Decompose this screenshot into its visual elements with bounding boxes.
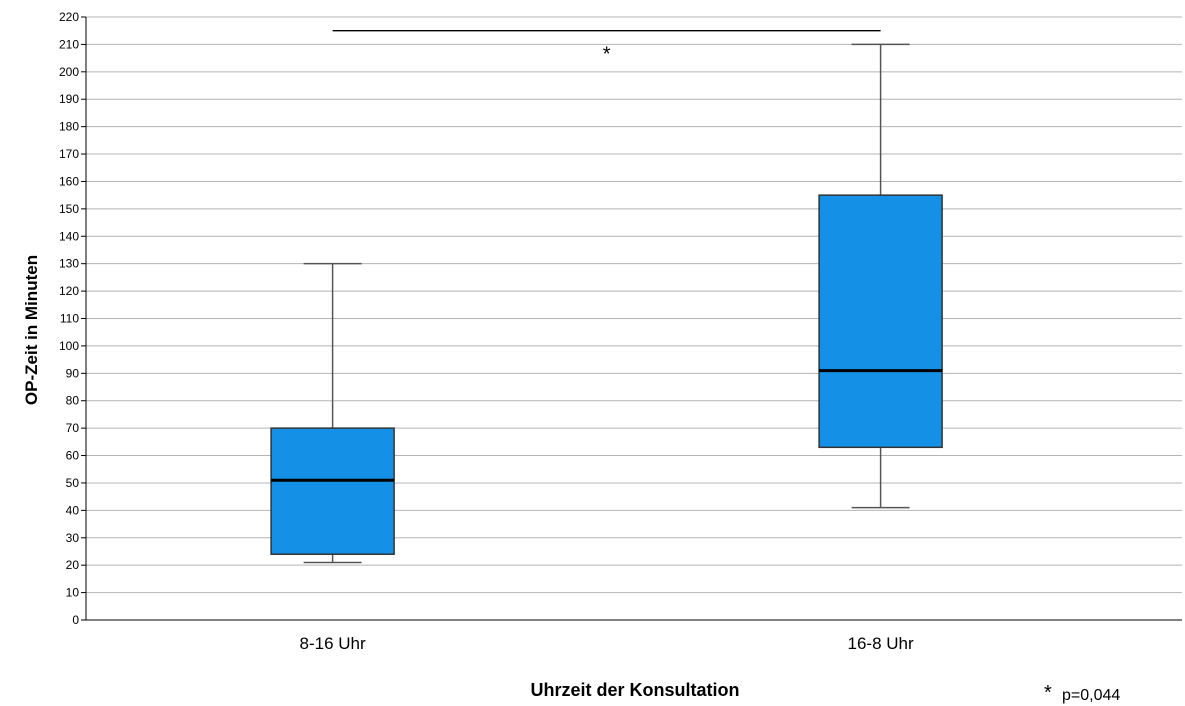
y-tick-label-100: 100 — [59, 339, 79, 353]
y-tick-label-30: 30 — [66, 531, 80, 545]
y-tick-label-130: 130 — [59, 257, 79, 271]
y-tick-label-70: 70 — [66, 421, 80, 435]
note-text: p=0,044 — [1062, 687, 1120, 704]
y-tick-label-190: 190 — [59, 92, 79, 106]
y-tick-label-0: 0 — [72, 613, 79, 627]
box-2-iqr — [818, 194, 943, 449]
y-tick-label-150: 150 — [59, 202, 79, 216]
significance-star: * — [603, 44, 611, 66]
grid-lines — [86, 16, 1182, 594]
y-tick-label-10: 10 — [66, 586, 80, 600]
boxes — [270, 43, 943, 564]
y-tick-label-140: 140 — [59, 229, 79, 243]
axes — [85, 17, 1182, 621]
y-tick-label-110: 110 — [60, 312, 79, 326]
y-tick-label-160: 160 — [59, 174, 79, 188]
y-tick-label-120: 120 — [59, 284, 79, 298]
y-tick-label-90: 90 — [66, 366, 80, 380]
significance-bracket: * — [332, 30, 881, 66]
y-tick-label-80: 80 — [66, 394, 80, 408]
y-tick-label-20: 20 — [66, 558, 80, 572]
y-tick-label-200: 200 — [59, 65, 79, 79]
y-tick-label-40: 40 — [66, 503, 80, 517]
box-1-iqr — [270, 427, 395, 555]
category-label-2: 16-8 Uhr — [848, 634, 914, 653]
y-tick-label-170: 170 — [59, 147, 79, 161]
y-tick-label-210: 210 — [59, 37, 79, 51]
y-axis-label: OP-Zeit in Minuten — [22, 255, 41, 405]
y-tick-label-220: 220 — [59, 10, 79, 24]
x-axis-categories: 8-16 Uhr 16-8 Uhr — [300, 634, 914, 653]
x-axis-label: Uhrzeit der Konsultation — [530, 680, 739, 700]
note-marker: * — [1044, 682, 1052, 704]
category-label-1: 8-16 Uhr — [300, 634, 366, 653]
y-tick-label-60: 60 — [66, 449, 80, 463]
y-axis-ticks: 0 10 20 30 40 50 60 70 80 90 100 110 120 130 140 150 160… — [59, 10, 86, 627]
y-tick-label-180: 180 — [59, 120, 79, 134]
y-tick-label-50: 50 — [66, 476, 80, 490]
